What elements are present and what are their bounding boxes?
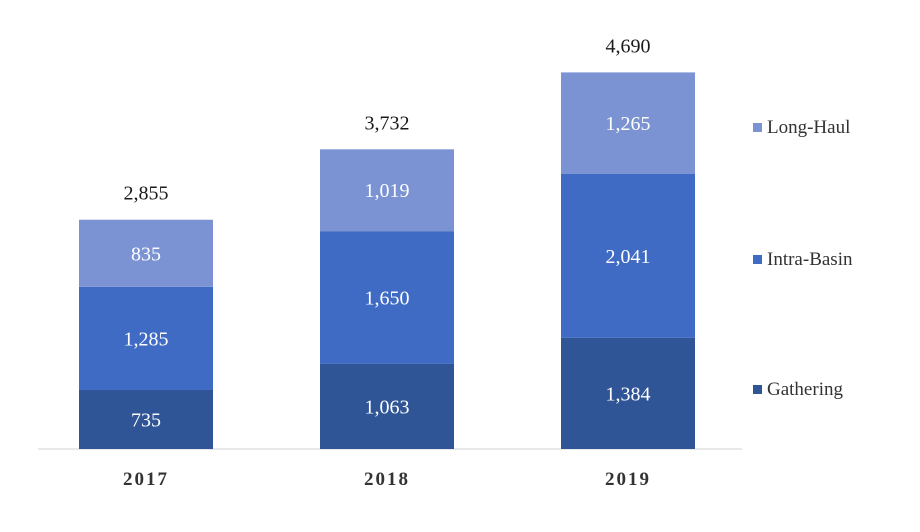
bar-segment-intra-basin-2017 (79, 286, 213, 390)
data-label-intra-basin-2017: 1,285 (124, 328, 169, 350)
legend-swatch-intra-basin (753, 255, 762, 264)
x-tick-label-2019: 2019 (605, 469, 651, 490)
legend-swatch-long-haul (753, 123, 762, 132)
data-label-long-haul-2018: 1,019 (365, 180, 410, 202)
legend-swatch-gathering (753, 385, 762, 394)
bar-segment-long-haul-2017 (79, 219, 213, 287)
legend-item-long-haul: Long-Haul (753, 117, 850, 138)
legend-label-gathering: Gathering (767, 379, 843, 400)
legend-item-gathering: Gathering (753, 379, 843, 400)
bar-segment-long-haul-2018 (320, 149, 454, 232)
data-label-gathering-2017: 735 (131, 409, 161, 431)
bar-segment-gathering-2017 (79, 389, 213, 449)
data-label-gathering-2018: 1,063 (365, 396, 410, 418)
total-label-2018: 3,732 (365, 112, 410, 134)
bar-segment-gathering-2018 (320, 363, 454, 449)
data-label-intra-basin-2018: 1,650 (365, 287, 410, 309)
legend-label-intra-basin: Intra-Basin (767, 249, 853, 270)
x-tick-label-2017: 2017 (123, 469, 169, 490)
bar-segment-intra-basin-2019 (561, 173, 695, 338)
total-label-2017: 2,855 (124, 183, 169, 205)
bars-layer (79, 72, 695, 449)
x-tick-label-2018: 2018 (364, 469, 410, 490)
bar-segment-intra-basin-2018 (320, 231, 454, 364)
legend-label-long-haul: Long-Haul (767, 117, 850, 138)
bar-segment-long-haul-2019 (561, 72, 695, 174)
data-label-gathering-2019: 1,384 (606, 383, 651, 405)
bar-segment-gathering-2019 (561, 337, 695, 449)
labels-layer: 735 1,285 835 2,855 2017 1,063 1,650 1,019 3,732… (123, 35, 651, 490)
data-label-long-haul-2017: 835 (131, 243, 161, 265)
data-label-long-haul-2019: 1,265 (606, 113, 651, 135)
legend: Gathering Intra-Basin Long-Haul (753, 117, 853, 400)
total-label-2019: 4,690 (606, 35, 651, 57)
data-label-intra-basin-2019: 2,041 (606, 246, 651, 268)
legend-item-intra-basin: Intra-Basin (753, 249, 853, 270)
